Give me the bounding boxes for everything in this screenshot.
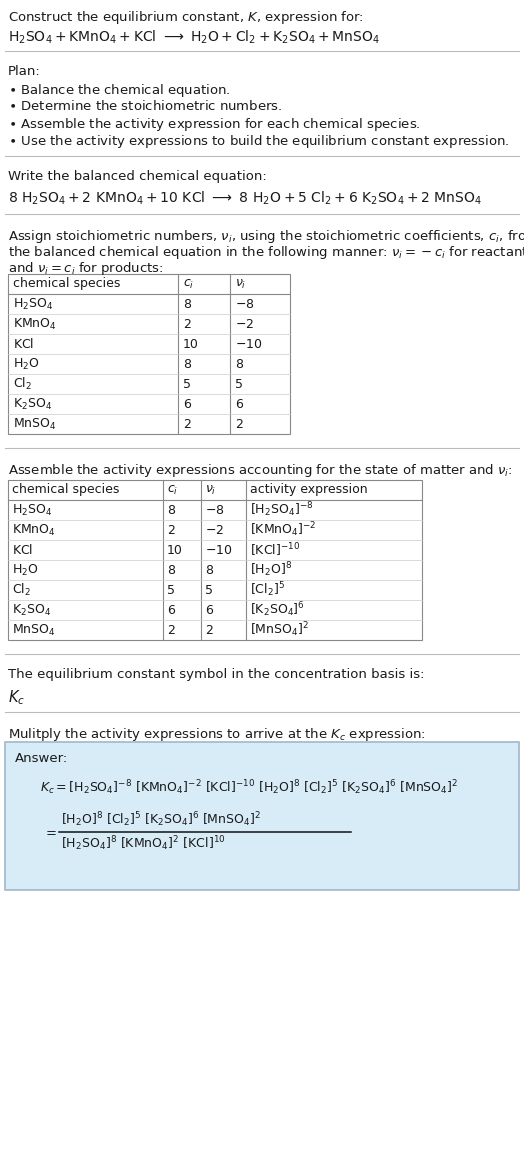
Text: $=$: $=$	[43, 825, 57, 839]
Text: and $\nu_i = c_i$ for products:: and $\nu_i = c_i$ for products:	[8, 260, 163, 277]
Text: $[\mathrm{KCl}]^{-10}$: $[\mathrm{KCl}]^{-10}$	[250, 541, 300, 559]
Text: $K_c$: $K_c$	[8, 689, 25, 707]
Text: Construct the equilibrium constant, $K$, expression for:: Construct the equilibrium constant, $K$,…	[8, 9, 364, 26]
Text: $\mathrm{H_2O}$: $\mathrm{H_2O}$	[13, 356, 40, 371]
Text: $\mathrm{H_2SO_4}$: $\mathrm{H_2SO_4}$	[12, 503, 52, 517]
Text: 8: 8	[205, 564, 213, 576]
Text: $[\mathrm{KMnO_4}]^{-2}$: $[\mathrm{KMnO_4}]^{-2}$	[250, 520, 316, 539]
Text: $\bullet$ Balance the chemical equation.: $\bullet$ Balance the chemical equation.	[8, 82, 231, 99]
Text: $\nu_i$: $\nu_i$	[205, 483, 216, 496]
Text: Assemble the activity expressions accounting for the state of matter and $\nu_i$: Assemble the activity expressions accoun…	[8, 462, 512, 478]
Text: $K_c = [\mathrm{H_2SO_4}]^{-8}\ [\mathrm{KMnO_4}]^{-2}\ [\mathrm{KCl}]^{-10}\ [\: $K_c = [\mathrm{H_2SO_4}]^{-8}\ [\mathrm…	[40, 778, 459, 797]
Text: 2: 2	[235, 418, 243, 431]
Text: $[\mathrm{H_2O}]^{8}\ [\mathrm{Cl_2}]^{5}\ [\mathrm{K_2SO_4}]^{6}\ [\mathrm{MnSO: $[\mathrm{H_2O}]^{8}\ [\mathrm{Cl_2}]^{5…	[61, 810, 261, 829]
Text: $\mathrm{MnSO_4}$: $\mathrm{MnSO_4}$	[13, 417, 57, 432]
Text: 8: 8	[183, 357, 191, 370]
Text: 2: 2	[183, 317, 191, 330]
Text: 6: 6	[235, 398, 243, 411]
Text: $\bullet$ Assemble the activity expression for each chemical species.: $\bullet$ Assemble the activity expressi…	[8, 116, 421, 133]
Text: $\mathrm{8\ H_2SO_4 + 2\ KMnO_4 + 10\ KCl \ \longrightarrow \ 8\ H_2O + 5\ Cl_2 : $\mathrm{8\ H_2SO_4 + 2\ KMnO_4 + 10\ KC…	[8, 190, 482, 208]
Text: chemical species: chemical species	[13, 278, 121, 291]
Text: 2: 2	[183, 418, 191, 431]
Text: $\bullet$ Determine the stoichiometric numbers.: $\bullet$ Determine the stoichiometric n…	[8, 99, 282, 113]
Text: the balanced chemical equation in the following manner: $\nu_i = -c_i$ for react: the balanced chemical equation in the fo…	[8, 244, 524, 261]
Text: $\mathrm{KCl}$: $\mathrm{KCl}$	[13, 337, 34, 351]
Text: 8: 8	[167, 503, 175, 517]
Text: 10: 10	[183, 337, 199, 350]
Text: Plan:: Plan:	[8, 65, 41, 78]
Text: $\mathrm{MnSO_4}$: $\mathrm{MnSO_4}$	[12, 622, 56, 637]
Text: Mulitply the activity expressions to arrive at the $K_c$ expression:: Mulitply the activity expressions to arr…	[8, 726, 426, 743]
Text: $-8$: $-8$	[205, 503, 225, 517]
Text: $[\mathrm{K_2SO_4}]^{6}$: $[\mathrm{K_2SO_4}]^{6}$	[250, 601, 305, 620]
Text: chemical species: chemical species	[12, 483, 119, 496]
Text: $\mathrm{K_2SO_4}$: $\mathrm{K_2SO_4}$	[13, 397, 52, 412]
Text: 2: 2	[167, 524, 175, 537]
Text: 5: 5	[167, 584, 175, 596]
Text: 8: 8	[167, 564, 175, 576]
Text: The equilibrium constant symbol in the concentration basis is:: The equilibrium constant symbol in the c…	[8, 668, 424, 682]
Text: 2: 2	[167, 623, 175, 636]
Text: $-10$: $-10$	[235, 337, 263, 350]
Text: $\mathrm{KCl}$: $\mathrm{KCl}$	[12, 543, 33, 557]
Text: $[\mathrm{H_2O}]^{8}$: $[\mathrm{H_2O}]^{8}$	[250, 560, 292, 579]
Text: $\mathrm{H_2SO_4 + KMnO_4 + KCl \ \longrightarrow \ H_2O + Cl_2 + K_2SO_4 + MnSO: $\mathrm{H_2SO_4 + KMnO_4 + KCl \ \longr…	[8, 29, 380, 47]
Bar	[8, 274, 290, 434]
Text: 5: 5	[235, 377, 243, 391]
Text: 6: 6	[183, 398, 191, 411]
Text: $\nu_i$: $\nu_i$	[235, 278, 246, 291]
Text: $\mathrm{Cl_2}$: $\mathrm{Cl_2}$	[13, 376, 32, 392]
Text: 6: 6	[167, 603, 175, 616]
Text: $c_i$: $c_i$	[167, 483, 178, 496]
Text: $-10$: $-10$	[205, 544, 233, 557]
Text: Write the balanced chemical equation:: Write the balanced chemical equation:	[8, 170, 267, 183]
Text: 8: 8	[183, 298, 191, 310]
Text: $-2$: $-2$	[205, 524, 224, 537]
Text: 5: 5	[205, 584, 213, 596]
Bar	[5, 742, 519, 890]
Text: $c_i$: $c_i$	[183, 278, 194, 291]
Text: $\mathrm{KMnO_4}$: $\mathrm{KMnO_4}$	[13, 316, 57, 331]
Text: 2: 2	[205, 623, 213, 636]
Text: $[\mathrm{H_2SO_4}]^{8}\ [\mathrm{KMnO_4}]^{2}\ [\mathrm{KCl}]^{10}$: $[\mathrm{H_2SO_4}]^{8}\ [\mathrm{KMnO_4…	[61, 834, 225, 853]
Text: 5: 5	[183, 377, 191, 391]
Text: $[\mathrm{Cl_2}]^{5}$: $[\mathrm{Cl_2}]^{5}$	[250, 581, 285, 600]
Text: 8: 8	[235, 357, 243, 370]
Text: $-2$: $-2$	[235, 317, 254, 330]
Text: 6: 6	[205, 603, 213, 616]
Text: activity expression: activity expression	[250, 483, 368, 496]
Text: $[\mathrm{MnSO_4}]^{2}$: $[\mathrm{MnSO_4}]^{2}$	[250, 621, 309, 640]
Text: $\mathrm{K_2SO_4}$: $\mathrm{K_2SO_4}$	[12, 602, 51, 617]
Text: $[\mathrm{H_2SO_4}]^{-8}$: $[\mathrm{H_2SO_4}]^{-8}$	[250, 501, 313, 519]
Text: $-8$: $-8$	[235, 298, 255, 310]
Bar	[8, 480, 422, 640]
Text: $\bullet$ Use the activity expressions to build the equilibrium constant express: $\bullet$ Use the activity expressions t…	[8, 133, 509, 151]
Text: 10: 10	[167, 544, 183, 557]
Text: $\mathrm{Cl_2}$: $\mathrm{Cl_2}$	[12, 582, 31, 598]
Text: Answer:: Answer:	[15, 752, 68, 766]
Text: $\mathrm{KMnO_4}$: $\mathrm{KMnO_4}$	[12, 523, 56, 538]
Text: $\mathrm{H_2O}$: $\mathrm{H_2O}$	[12, 562, 39, 578]
Text: Assign stoichiometric numbers, $\nu_i$, using the stoichiometric coefficients, $: Assign stoichiometric numbers, $\nu_i$, …	[8, 228, 524, 245]
Text: $\mathrm{H_2SO_4}$: $\mathrm{H_2SO_4}$	[13, 296, 53, 312]
